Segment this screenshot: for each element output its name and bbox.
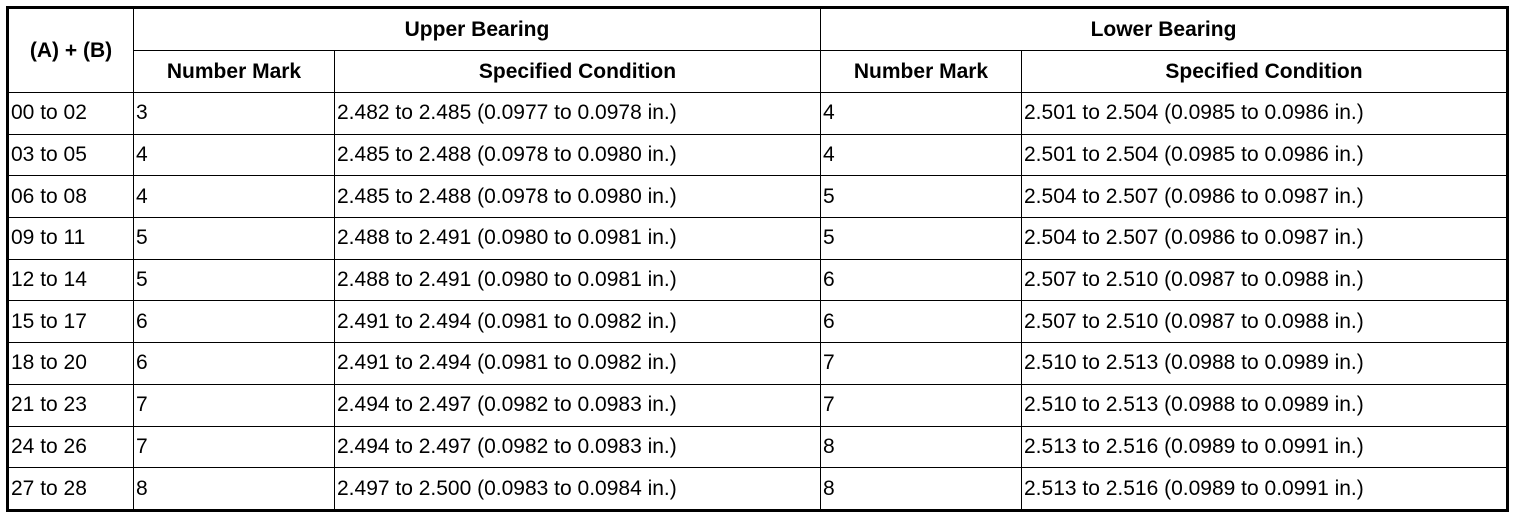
cell-lower-specified-condition: 2.504 to 2.507 (0.0986 to 0.0987 in.): [1021, 217, 1508, 260]
cell-upper-number-mark: 4: [133, 175, 335, 219]
cell-sum-range: 03 to 05: [7, 133, 134, 177]
cell-lower-number-mark: 8: [820, 425, 1022, 469]
cell-lower-number-mark: 8: [820, 467, 1022, 511]
table-row: 00 to 02 3 2.482 to 2.485 (0.0977 to 0.097…: [7, 92, 1508, 135]
cell-lower-number-mark: 7: [820, 383, 1022, 427]
cell-lower-number-mark: 5: [820, 175, 1022, 219]
header-lower-number-mark: Number Mark: [820, 50, 1022, 93]
cell-sum-range: 12 to 14: [7, 258, 134, 302]
cell-upper-specified-condition: 2.488 to 2.491 (0.0980 to 0.0981 in.): [334, 258, 821, 302]
header-upper-bearing: Upper Bearing: [133, 7, 821, 51]
cell-sum-range: 15 to 17: [7, 300, 134, 344]
cell-upper-specified-condition: 2.485 to 2.488 (0.0978 to 0.0980 in.): [334, 133, 821, 177]
cell-upper-specified-condition: 2.494 to 2.497 (0.0982 to 0.0983 in.): [334, 383, 821, 427]
cell-lower-specified-condition: 2.501 to 2.504 (0.0985 to 0.0986 in.): [1021, 133, 1508, 177]
cell-lower-number-mark: 6: [820, 300, 1022, 344]
cell-upper-specified-condition: 2.482 to 2.485 (0.0977 to 0.0978 in.): [334, 92, 821, 135]
cell-upper-specified-condition: 2.491 to 2.494 (0.0981 to 0.0982 in.): [334, 300, 821, 344]
cell-lower-number-mark: 6: [820, 258, 1022, 302]
cell-upper-number-mark: 4: [133, 133, 335, 177]
cell-lower-specified-condition: 2.510 to 2.513 (0.0988 to 0.0989 in.): [1021, 383, 1508, 427]
header-sum: (A) + (B): [7, 7, 134, 93]
cell-upper-number-mark: 5: [133, 258, 335, 302]
cell-upper-number-mark: 7: [133, 425, 335, 469]
cell-lower-specified-condition: 2.513 to 2.516 (0.0989 to 0.0991 in.): [1021, 467, 1508, 511]
cell-sum-range: 06 to 08: [7, 175, 134, 219]
cell-sum-range: 09 to 11: [7, 217, 134, 260]
table-row: 15 to 17 6 2.491 to 2.494 (0.0981 to 0.098…: [7, 300, 1508, 344]
table-row: 12 to 14 5 2.488 to 2.491 (0.0980 to 0.098…: [7, 258, 1508, 302]
cell-upper-specified-condition: 2.494 to 2.497 (0.0982 to 0.0983 in.): [334, 425, 821, 469]
cell-lower-specified-condition: 2.501 to 2.504 (0.0985 to 0.0986 in.): [1021, 92, 1508, 135]
table-row: 18 to 20 6 2.491 to 2.494 (0.0981 to 0.098…: [7, 342, 1508, 385]
table-row: 03 to 05 4 2.485 to 2.488 (0.0978 to 0.098…: [7, 133, 1508, 177]
table-row: 24 to 26 7 2.494 to 2.497 (0.0982 to 0.098…: [7, 425, 1508, 469]
table-row: 09 to 11 5 2.488 to 2.491 (0.0980 to 0.098…: [7, 217, 1508, 260]
cell-lower-number-mark: 7: [820, 342, 1022, 385]
cell-upper-number-mark: 6: [133, 342, 335, 385]
header-upper-specified-condition: Specified Condition: [334, 50, 821, 93]
header-lower-bearing: Lower Bearing: [820, 7, 1508, 51]
cell-lower-specified-condition: 2.513 to 2.516 (0.0989 to 0.0991 in.): [1021, 425, 1508, 469]
cell-sum-range: 00 to 02: [7, 92, 134, 135]
bearing-selection-table: (A) + (B) Upper Bearing Lower Bearing Nu…: [6, 6, 1509, 512]
cell-upper-number-mark: 7: [133, 383, 335, 427]
table-row: 06 to 08 4 2.485 to 2.488 (0.0978 to 0.098…: [7, 175, 1508, 219]
cell-upper-specified-condition: 2.488 to 2.491 (0.0980 to 0.0981 in.): [334, 217, 821, 260]
cell-lower-specified-condition: 2.507 to 2.510 (0.0987 to 0.0988 in.): [1021, 258, 1508, 302]
cell-lower-specified-condition: 2.504 to 2.507 (0.0986 to 0.0987 in.): [1021, 175, 1508, 219]
table-row: 27 to 28 8 2.497 to 2.500 (0.0983 to 0.098…: [7, 467, 1508, 511]
cell-lower-specified-condition: 2.507 to 2.510 (0.0987 to 0.0988 in.): [1021, 300, 1508, 344]
cell-upper-number-mark: 8: [133, 467, 335, 511]
table-row: 21 to 23 7 2.494 to 2.497 (0.0982 to 0.098…: [7, 383, 1508, 427]
cell-upper-specified-condition: 2.491 to 2.494 (0.0981 to 0.0982 in.): [334, 342, 821, 385]
cell-sum-range: 27 to 28: [7, 467, 134, 511]
cell-sum-range: 24 to 26: [7, 425, 134, 469]
cell-upper-number-mark: 5: [133, 217, 335, 260]
cell-lower-number-mark: 4: [820, 133, 1022, 177]
cell-lower-number-mark: 5: [820, 217, 1022, 260]
cell-lower-number-mark: 4: [820, 92, 1022, 135]
header-lower-specified-condition: Specified Condition: [1021, 50, 1508, 93]
cell-upper-number-mark: 6: [133, 300, 335, 344]
cell-sum-range: 18 to 20: [7, 342, 134, 385]
cell-upper-number-mark: 3: [133, 92, 335, 135]
cell-upper-specified-condition: 2.497 to 2.500 (0.0983 to 0.0984 in.): [334, 467, 821, 511]
cell-lower-specified-condition: 2.510 to 2.513 (0.0988 to 0.0989 in.): [1021, 342, 1508, 385]
header-upper-number-mark: Number Mark: [133, 50, 335, 93]
cell-upper-specified-condition: 2.485 to 2.488 (0.0978 to 0.0980 in.): [334, 175, 821, 219]
cell-sum-range: 21 to 23: [7, 383, 134, 427]
